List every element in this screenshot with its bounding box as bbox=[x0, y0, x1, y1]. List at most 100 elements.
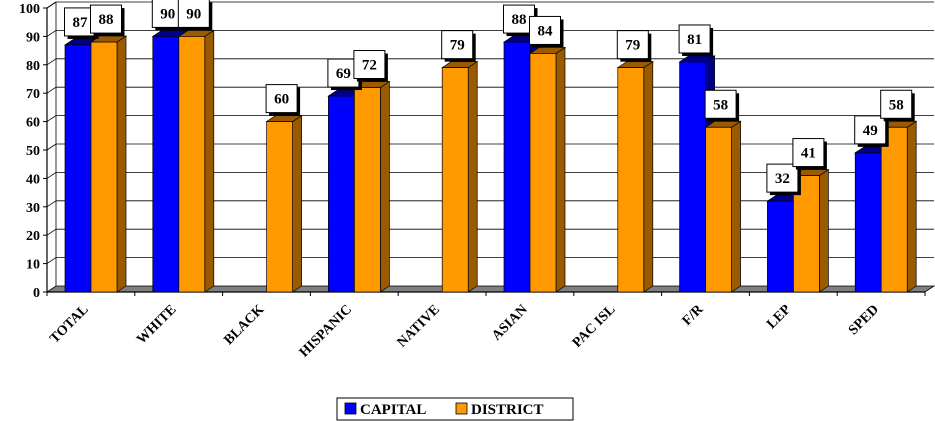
data-label-district-native-text: 79 bbox=[450, 38, 465, 54]
bar-capital-f-r-front bbox=[679, 61, 706, 293]
data-label-district-sped: 58 bbox=[880, 89, 915, 122]
x-tick-label-pac-isl: PAC ISL bbox=[570, 302, 619, 351]
wall-top-edge bbox=[46, 1, 57, 9]
bar-capital-total-front bbox=[64, 44, 92, 293]
data-label-capital-lep-box bbox=[766, 163, 799, 193]
bar-capital-f-r bbox=[678, 55, 716, 293]
bar-district-f-r-side bbox=[731, 120, 741, 293]
data-label-district-white-box bbox=[177, 0, 210, 28]
x-tick-label-f-r: F/R bbox=[680, 302, 707, 329]
data-label-capital-asian: 88 bbox=[503, 4, 538, 37]
bar-district-total bbox=[89, 35, 128, 293]
data-label-district-f-r-box bbox=[704, 89, 737, 119]
bar-district-hispanic-side bbox=[380, 80, 390, 293]
y-tick-label: 40 bbox=[26, 172, 40, 187]
data-label-capital-total-text: 87 bbox=[73, 15, 89, 31]
bar-district-total-side bbox=[116, 35, 127, 293]
bar-district-sped-side bbox=[906, 120, 917, 293]
y-tick-label: 70 bbox=[26, 87, 40, 102]
data-label-district-hispanic: 72 bbox=[353, 50, 388, 82]
bar-district-sped bbox=[880, 120, 918, 293]
data-label-capital-lep-text: 32 bbox=[775, 171, 790, 187]
data-label-district-lep-text: 41 bbox=[801, 146, 816, 162]
gridline-wall bbox=[46, 200, 57, 208]
x-tick-label-lep: LEP bbox=[764, 302, 794, 332]
gridline-wall bbox=[46, 30, 57, 37]
bar-capital-lep-front bbox=[767, 200, 794, 293]
data-label-capital-white-text: 90 bbox=[160, 6, 175, 22]
bar-district-total-front bbox=[90, 41, 118, 293]
y-tick-label: 90 bbox=[26, 30, 40, 45]
bar-district-black-front bbox=[266, 121, 293, 293]
y-tick-label: 0 bbox=[33, 286, 40, 301]
data-label-district-black-box bbox=[265, 84, 298, 114]
data-label-district-hispanic-text: 72 bbox=[362, 58, 377, 74]
data-label-district-black-text: 60 bbox=[274, 92, 289, 108]
data-label-district-asian-box bbox=[529, 15, 561, 45]
bar-district-pac-isl-side bbox=[643, 60, 654, 293]
gridline-wall bbox=[46, 58, 57, 66]
legend: CAPITAL DISTRICT bbox=[336, 397, 574, 421]
x-tick-label-asian: ASIAN bbox=[489, 302, 530, 343]
legend-swatch-district bbox=[455, 402, 468, 415]
bar-district-native-front bbox=[441, 67, 469, 293]
x-tick-label-sped: SPED bbox=[846, 302, 882, 338]
data-label-district-asian: 84 bbox=[529, 15, 564, 48]
data-label-capital-sped: 49 bbox=[854, 115, 889, 147]
data-label-district-black: 60 bbox=[265, 84, 301, 116]
bar-district-white-front bbox=[178, 36, 206, 293]
gridline-wall bbox=[46, 172, 57, 179]
data-label-district-f-r-text: 58 bbox=[713, 97, 728, 113]
data-label-district-pac-isl: 79 bbox=[616, 30, 652, 62]
data-label-district-sped-text: 58 bbox=[889, 97, 904, 113]
data-label-capital-asian-text: 88 bbox=[512, 12, 527, 28]
bar-district-pac-isl-front bbox=[617, 67, 645, 293]
data-label-district-lep-box bbox=[792, 138, 825, 168]
y-tick-label: 50 bbox=[26, 144, 40, 159]
legend-label-district: DISTRICT bbox=[471, 402, 544, 418]
bar-district-asian-side bbox=[555, 46, 566, 293]
gridline-wall bbox=[46, 257, 57, 264]
bar-capital-sped-front bbox=[854, 152, 882, 293]
data-label-district-native: 79 bbox=[441, 30, 476, 62]
data-label-district-native-box bbox=[441, 30, 474, 60]
data-label-capital-sped-box bbox=[854, 115, 887, 145]
data-label-district-white: 90 bbox=[177, 0, 213, 31]
bar-capital-lep bbox=[766, 194, 804, 293]
bar-capital-white-front bbox=[152, 36, 180, 293]
data-label-district-lep: 41 bbox=[792, 138, 827, 170]
legend-label-capital: CAPITAL bbox=[360, 402, 426, 418]
y-tick-label: 10 bbox=[26, 258, 40, 273]
bar-capital-asian-front bbox=[503, 41, 531, 293]
bars bbox=[63, 29, 918, 293]
data-label-district-white-text: 90 bbox=[186, 6, 201, 22]
data-label-district-pac-isl-text: 79 bbox=[625, 38, 640, 54]
data-label-district-total-box bbox=[90, 4, 122, 34]
x-tick-label-total: TOTAL bbox=[47, 302, 91, 346]
y-tick-label: 60 bbox=[26, 116, 40, 131]
data-label-capital-sped-text: 49 bbox=[863, 123, 878, 139]
bar-district-f-r-front bbox=[705, 126, 732, 293]
data-label-district-total: 88 bbox=[90, 4, 125, 37]
legend-swatch-capital bbox=[344, 402, 357, 415]
bar-district-f-r bbox=[704, 120, 742, 293]
y-tick-label: 100 bbox=[19, 2, 40, 17]
bar-district-white bbox=[177, 29, 215, 293]
y-tick-label: 30 bbox=[26, 201, 40, 216]
bar-district-native-side bbox=[467, 60, 478, 293]
bar-capital-hispanic-front bbox=[328, 95, 355, 293]
bar-district-black-side bbox=[292, 114, 302, 293]
gridline-wall bbox=[46, 228, 57, 236]
bar-district-native bbox=[441, 60, 479, 293]
bar-district-sped-front bbox=[880, 126, 908, 293]
x-tick-label-black: BLACK bbox=[222, 302, 268, 348]
gridline-wall bbox=[46, 86, 57, 94]
bar-district-white-side bbox=[204, 29, 215, 293]
data-label-capital-f-r-text: 81 bbox=[687, 32, 702, 48]
x-tick-label-hispanic: HISPANIC bbox=[297, 302, 355, 360]
data-label-district-hispanic-box bbox=[353, 50, 386, 80]
gridline-wall bbox=[46, 143, 57, 151]
bar-district-hispanic-front bbox=[354, 87, 381, 293]
x-tick-label-native: NATIVE bbox=[395, 302, 443, 350]
legend-box bbox=[336, 397, 574, 421]
